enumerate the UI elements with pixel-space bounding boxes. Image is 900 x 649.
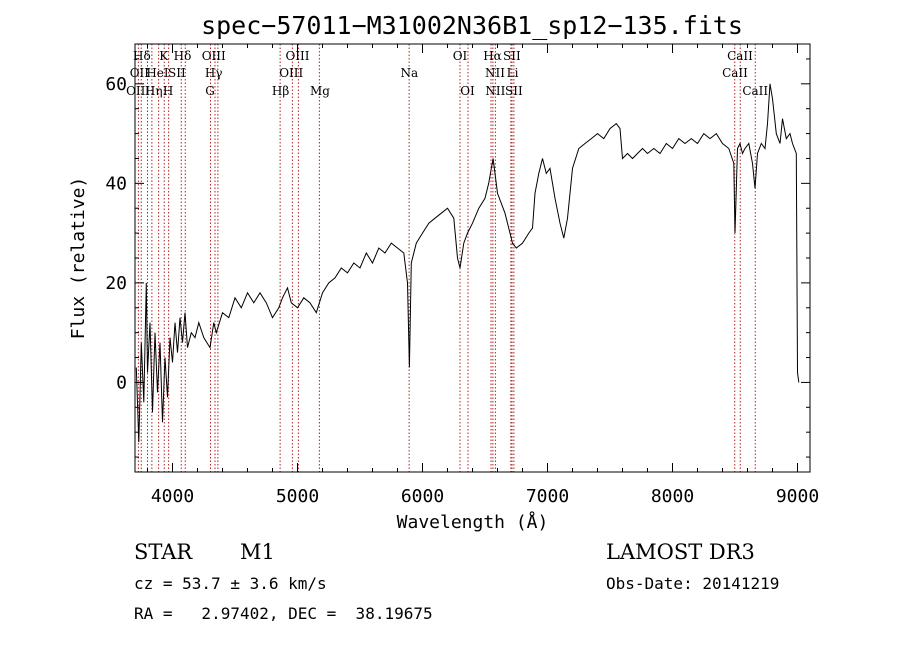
object-class: STAR (134, 540, 193, 564)
coordinates-readout: RA = 2.97402, DEC = 38.19675 (134, 604, 433, 623)
line-label-21: G (205, 84, 215, 98)
line-label-6: Hα (483, 49, 502, 63)
line-label-27: CaII (742, 84, 768, 98)
line-label-1: K (159, 49, 169, 63)
line-label-2: Hδ (174, 49, 192, 63)
line-label-7: SII (503, 49, 521, 63)
redshift-readout: cz = 53.7 ± 3.6 km/s (134, 574, 327, 593)
line-label-12: Hγ (205, 66, 223, 80)
axes: 4000 5000 6000 7000 8000 9000 0 20 40 60 (105, 44, 819, 507)
line-label-8: CaII (727, 49, 753, 63)
x-tick-label-5: 9000 (776, 486, 819, 507)
line-label-26: SII (505, 84, 523, 98)
line-label-0: Hδ (133, 49, 151, 63)
line-label-22: Hβ (272, 84, 289, 98)
emission-line-markers (137, 44, 756, 472)
y-tick-label-2: 40 (105, 173, 127, 194)
x-axis-label: Wavelength (Å) (397, 511, 549, 533)
x-tick-label-0: 4000 (151, 486, 194, 507)
line-label-24: OI (460, 84, 475, 98)
x-tick-label-2: 6000 (401, 486, 444, 507)
y-tick-label-1: 20 (105, 273, 127, 294)
x-tick-label-4: 8000 (651, 486, 694, 507)
y-tick-label-0: 0 (116, 372, 127, 393)
y-tick-label-3: 60 (105, 74, 127, 95)
line-label-20: H (163, 84, 173, 98)
line-label-4: OIII (285, 49, 309, 63)
plot-frame (134, 43, 811, 473)
chart-title: spec−57011−M31002N36B1_sp12−135.fits (201, 11, 743, 40)
line-label-3: OIII (202, 49, 226, 63)
line-label-15: NII (485, 66, 505, 80)
line-label-19: Hη (145, 84, 163, 98)
line-label-11: SII (168, 66, 186, 80)
line-label-17: CaII (722, 66, 748, 80)
object-subclass: M1 (240, 540, 275, 564)
x-tick-label-1: 5000 (276, 486, 319, 507)
series-line-flux (135, 83, 800, 443)
flux-series (135, 83, 800, 443)
line-label-23: Mg (310, 84, 330, 98)
line-label-14: Na (401, 66, 419, 80)
line-label-16: Li (507, 66, 519, 80)
line-label-10: HeI (146, 66, 169, 80)
survey-name: LAMOST DR3 (606, 540, 755, 564)
y-axis-label: Flux (relative) (68, 177, 89, 340)
line-label-25: NII (485, 84, 505, 98)
line-label-5: OI (453, 49, 468, 63)
line-label-13: OIII (279, 66, 303, 80)
observation-date: Obs-Date: 20141219 (606, 574, 780, 593)
line-label-18: OIII (126, 84, 150, 98)
x-tick-label-3: 7000 (526, 486, 569, 507)
